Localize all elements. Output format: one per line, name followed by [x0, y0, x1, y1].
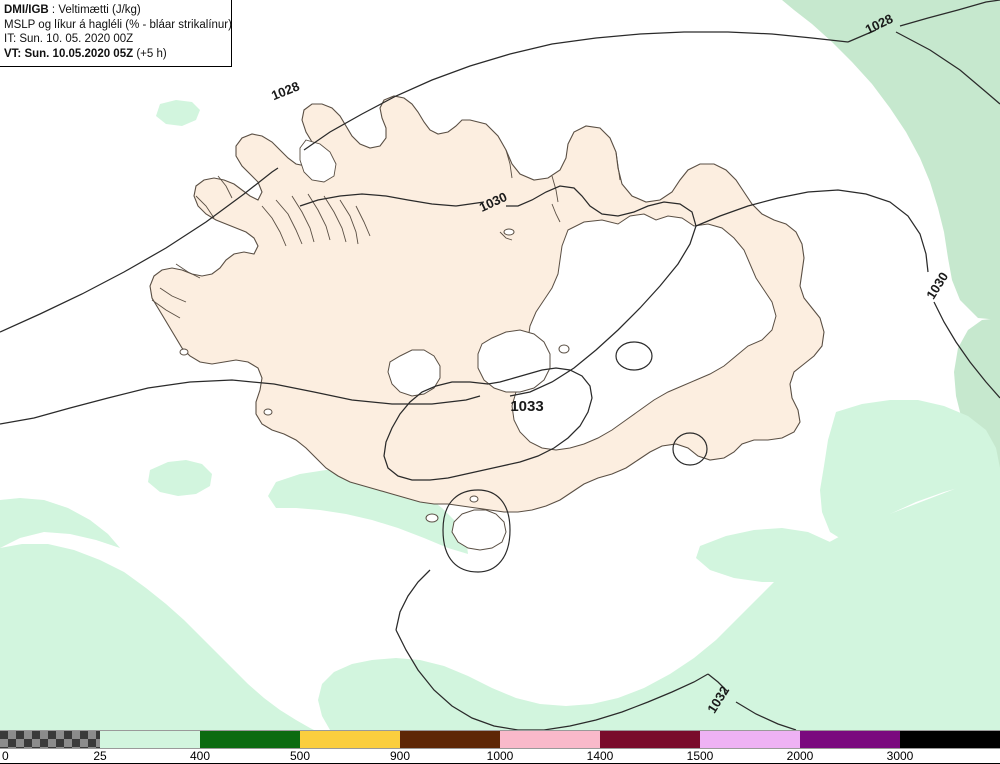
- colorbar-swatch-light-violet: [700, 731, 800, 748]
- colorbar-swatch-purple: [800, 731, 900, 748]
- colorbar-tick-2000: 2000: [786, 749, 814, 763]
- myrdalsjokull: [451, 509, 507, 551]
- hail-probability-markers: [442, 341, 708, 573]
- hail-circle-central: [615, 341, 653, 371]
- colorbar-tick-25: 25: [93, 749, 107, 763]
- glacier-speck-2: [558, 344, 570, 354]
- contour-1030-loop: [506, 185, 697, 397]
- north-coast-detail: [499, 149, 621, 241]
- valid-time-label: VT: Sun. 10.05.2020 05Z: [4, 48, 134, 61]
- colorbar-tick-3000: 3000: [886, 749, 914, 763]
- contour-1028-branch: [895, 31, 1000, 105]
- info-line-subtitle: MSLP og líkur á hagléli (% - bláar strik…: [4, 18, 232, 31]
- contour-1030-ne-branch: [695, 189, 929, 273]
- hail-circle-southeast: [672, 432, 708, 466]
- glacier-speck-1: [503, 228, 515, 236]
- contour-label-1033-high: 1033: [510, 398, 543, 415]
- colorbar-swatch-black: [900, 731, 1000, 748]
- glacier-speck-6: [263, 408, 273, 416]
- westfjords-inlet: [299, 139, 337, 183]
- contour-1028-segment-c: [899, 0, 1000, 27]
- glacier-speck-3: [425, 513, 439, 523]
- contour-1028-segment-b: [303, 31, 849, 151]
- lead-time-label: (+5 h): [133, 48, 167, 61]
- south-coast-white-band: [326, 574, 714, 644]
- colorbar-tick-labels: 0 25 400 500 900 1000 1400 1500 2000 300…: [0, 749, 1000, 764]
- contour-1032-tick-link: [707, 673, 729, 693]
- field-label: Veltimætti (J/kg): [58, 4, 141, 16]
- colorbar-tick-500: 500: [289, 749, 311, 763]
- colorbar-tick-1500: 1500: [686, 749, 714, 763]
- info-line-valid-time: VT: Sun. 10.05.2020 05Z (+5 h): [4, 47, 227, 62]
- colorbar-swatches[interactable]: [0, 730, 1000, 749]
- colorbar-swatch-pale-green: [100, 731, 200, 748]
- contour-1032-segment-a2: [395, 569, 431, 631]
- colorbar-swatch-dark-green: [200, 731, 300, 748]
- contour-1028-segment-a: [0, 167, 279, 333]
- colorbar-tick-1000: 1000: [486, 749, 514, 763]
- colorbar-swatch-yellow: [300, 731, 400, 748]
- map-svg: 1028 1028 1030 1030 1032 1033: [0, 0, 1000, 730]
- contour-1032-segment-a: [395, 629, 519, 730]
- info-line-init-time: IT: Sun. 10. 05. 2020 00Z: [4, 33, 134, 46]
- colorbar-tick-0: 0: [2, 749, 9, 763]
- contour-1030-segment-b: [455, 201, 485, 207]
- hofsjokull: [477, 329, 551, 393]
- contour-1033-closed-cell: [383, 367, 593, 481]
- colorbar-swatch-dark-red: [600, 731, 700, 748]
- contour-1032-segment-b: [518, 673, 709, 730]
- glacier-speck-5: [179, 348, 189, 356]
- chart-info-box: DMI/IGB : Veltimætti (J/kg) MSLP og líku…: [0, 0, 232, 67]
- contour-1028-tick-link: [847, 29, 877, 43]
- contour-1032-segment-c: [735, 701, 797, 730]
- glacier-speck-4: [469, 495, 479, 503]
- glaciers: [179, 213, 777, 551]
- langjokull: [387, 349, 441, 397]
- colorbar-swatch-pink: [500, 731, 600, 748]
- colorbar-tick-400: 400: [189, 749, 211, 763]
- map-canvas[interactable]: 1028 1028 1030 1030 1032 1033 DMI/IGB : …: [0, 0, 1000, 730]
- source-separator: :: [48, 4, 59, 16]
- contour-1030-ne-branch-b: [933, 301, 1000, 399]
- colorbar-tick-900: 900: [389, 749, 411, 763]
- hail-circle-south: [442, 489, 511, 573]
- colorbar-swatch-transparent: [0, 731, 100, 748]
- contour-1030-segment-a: [0, 379, 481, 425]
- info-line-source: DMI/IGB : Veltimætti (J/kg): [4, 3, 227, 18]
- colorbar-swatch-brown: [400, 731, 500, 748]
- source-label: DMI/IGB: [4, 4, 49, 16]
- colorbar-legend: 0 25 400 500 900 1000 1400 1500 2000 300…: [0, 730, 1000, 764]
- colorbar-tick-1400: 1400: [586, 749, 614, 763]
- contour-1030-segment-c: [299, 193, 457, 207]
- mslp-contour-lines: [0, 0, 1000, 730]
